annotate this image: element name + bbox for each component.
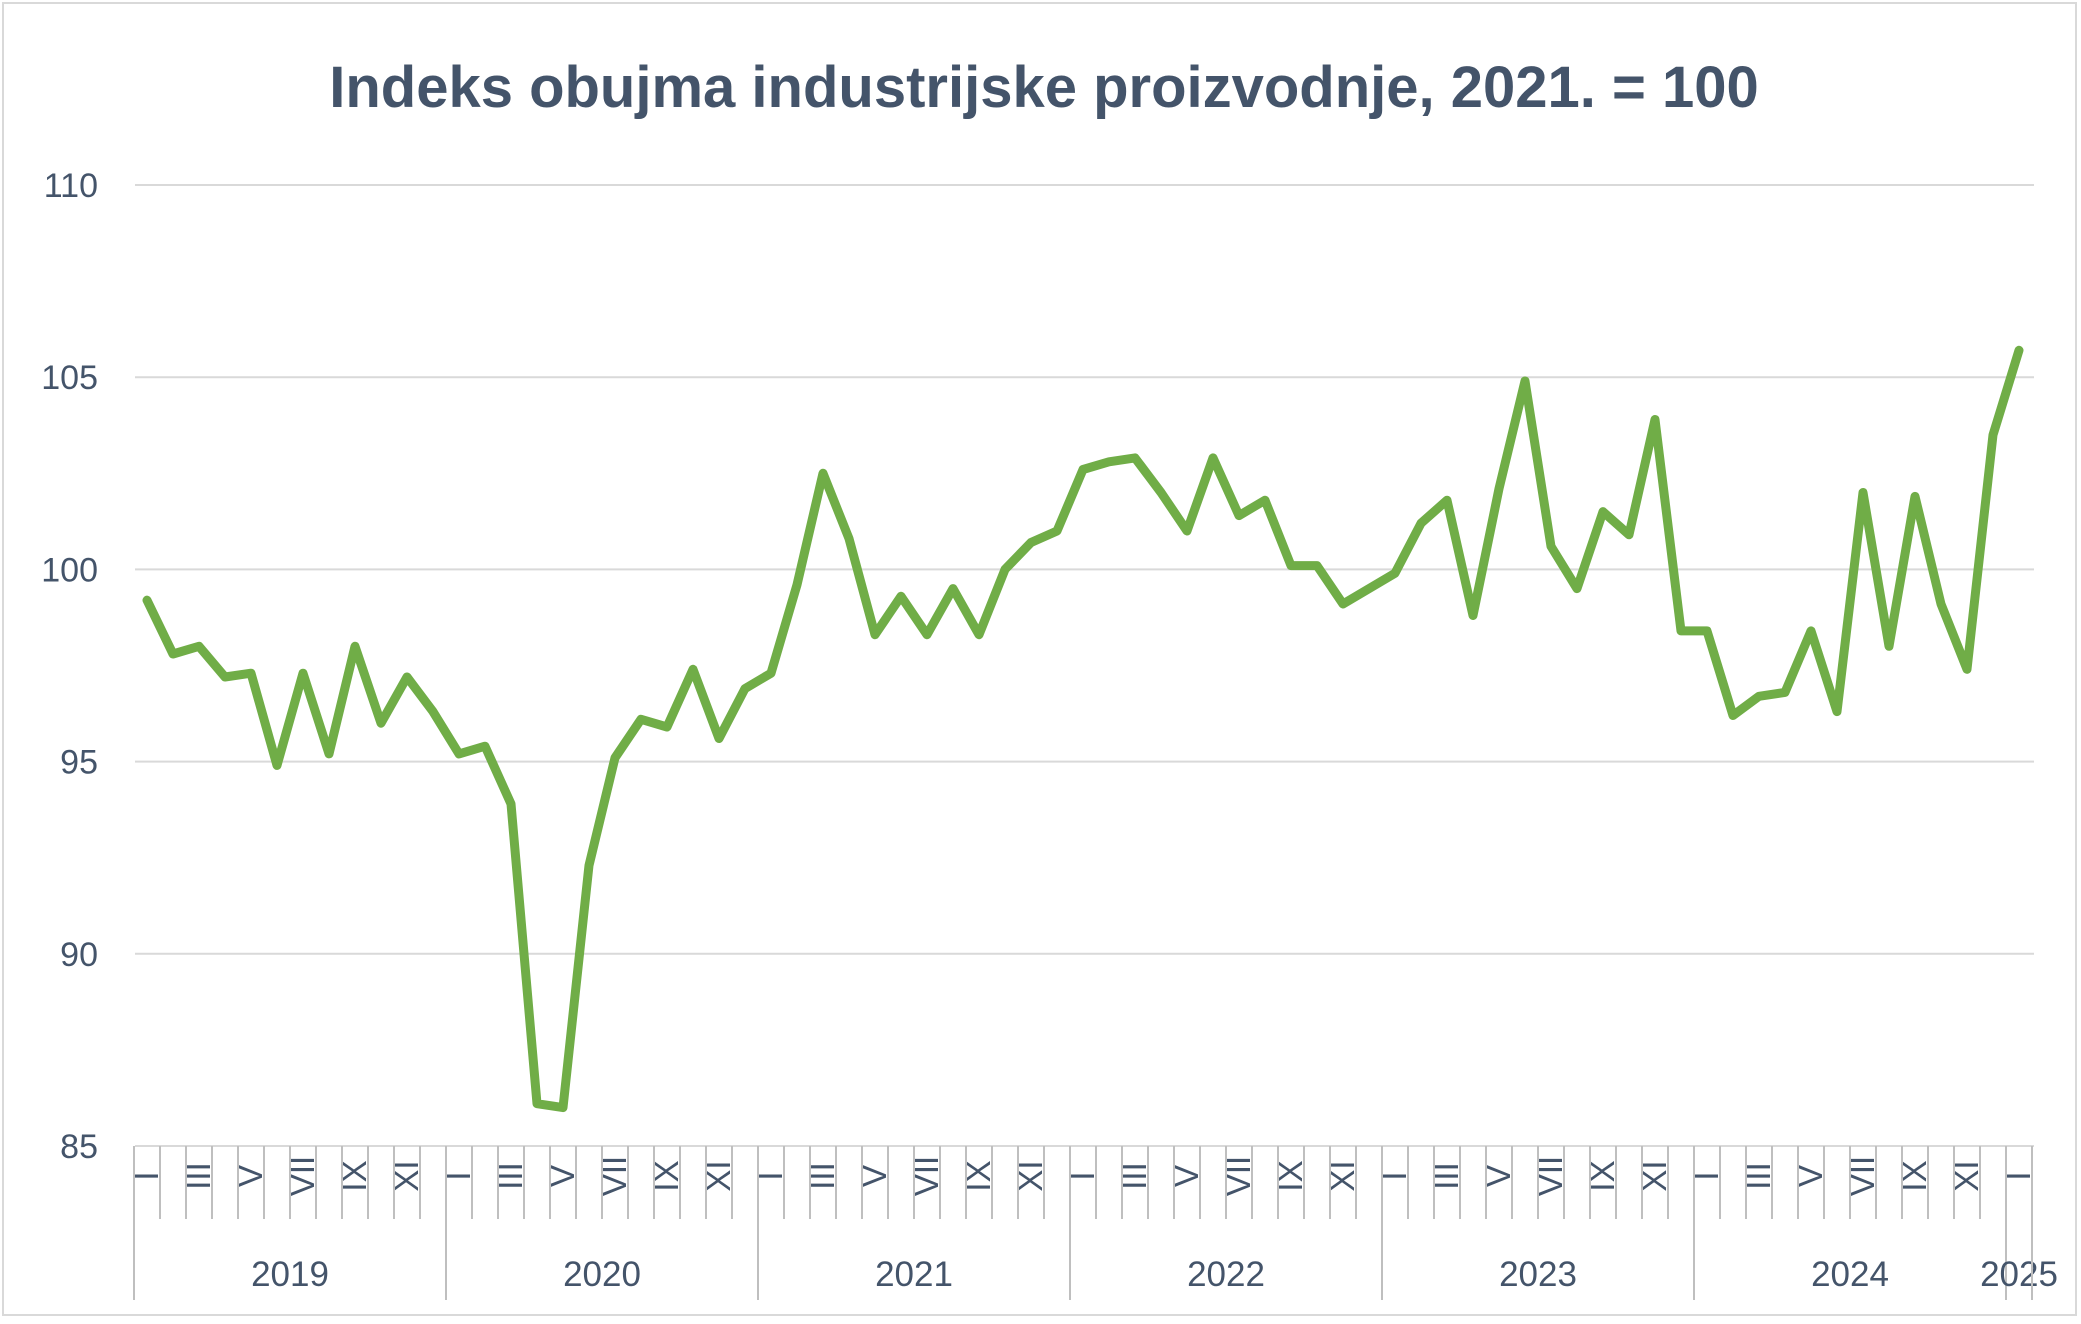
month-tick-label: V	[544, 1165, 581, 1187]
month-tick-label: IX	[1896, 1160, 1933, 1191]
month-tick-label: XI	[1948, 1160, 1985, 1191]
series-line	[142, 345, 2024, 1113]
year-label-2021: 2021	[875, 1255, 953, 1294]
y-tick-label: 100	[41, 551, 98, 589]
month-tick-label: III	[492, 1162, 529, 1190]
month-tick-label: I	[1064, 1171, 1101, 1180]
line-chart: Indeks obujma industrijske proizvodnje, …	[41, 55, 2058, 1300]
month-tick-label: IX	[960, 1160, 997, 1191]
year-label-2019: 2019	[251, 1255, 329, 1294]
y-axis-tick-labels: 85 90 95 100 105 110	[41, 167, 98, 1166]
month-tick-label: V	[1480, 1165, 1517, 1187]
month-tick-label: IX	[336, 1160, 373, 1191]
year-label-2023: 2023	[1499, 1255, 1577, 1294]
month-tick-label: VII	[908, 1156, 945, 1196]
month-tick-label: XI	[1324, 1160, 1361, 1191]
month-tick-label: V	[856, 1165, 893, 1187]
series-layer	[142, 345, 2024, 1113]
chart-title: Indeks obujma industrijske proizvodnje, …	[329, 55, 1759, 120]
month-tick-label: XI	[388, 1160, 425, 1191]
month-tick-label: V	[1792, 1165, 1829, 1187]
month-tick-label: XI	[1012, 1160, 1049, 1191]
month-tick-label: IX	[1584, 1160, 1621, 1191]
month-tick-label: V	[232, 1165, 269, 1187]
month-tick-label: VII	[1844, 1156, 1881, 1196]
month-tick-label: IX	[1272, 1160, 1309, 1191]
y-tick-label: 105	[41, 359, 98, 397]
month-tick-label: VII	[284, 1156, 321, 1196]
month-tick-label: III	[1116, 1162, 1153, 1190]
y-tick-label: 90	[60, 936, 98, 974]
year-label-2020: 2020	[563, 1255, 641, 1294]
month-tick-label: III	[180, 1162, 217, 1190]
month-tick-label: III	[804, 1162, 841, 1190]
y-tick-label: 110	[44, 167, 98, 205]
month-tick-label: I	[1376, 1171, 1413, 1180]
month-tick-label: I	[128, 1171, 165, 1180]
month-tick-label: V	[1168, 1165, 1205, 1187]
month-tick-label: VII	[596, 1156, 633, 1196]
month-tick-label: XI	[1636, 1160, 1673, 1191]
year-label-2025: 2025	[1980, 1255, 2058, 1294]
month-tick-label: III	[1428, 1162, 1465, 1190]
month-tick-label: VII	[1220, 1156, 1257, 1196]
y-tick-label: 85	[60, 1128, 98, 1166]
month-tick-label: III	[1740, 1162, 1777, 1190]
month-tick-label: IX	[648, 1160, 685, 1191]
month-tick-label: I	[440, 1171, 477, 1180]
month-tick-label: I	[752, 1171, 789, 1180]
month-tick-label: VII	[1532, 1156, 1569, 1196]
month-tick-label: I	[2000, 1171, 2037, 1180]
month-tick-label: XI	[700, 1160, 737, 1191]
year-label-2022: 2022	[1187, 1255, 1265, 1294]
gridlines	[135, 184, 2034, 1147]
y-tick-label: 95	[60, 744, 98, 782]
year-label-2024: 2024	[1811, 1255, 1889, 1294]
month-tick-label: I	[1688, 1171, 1725, 1180]
